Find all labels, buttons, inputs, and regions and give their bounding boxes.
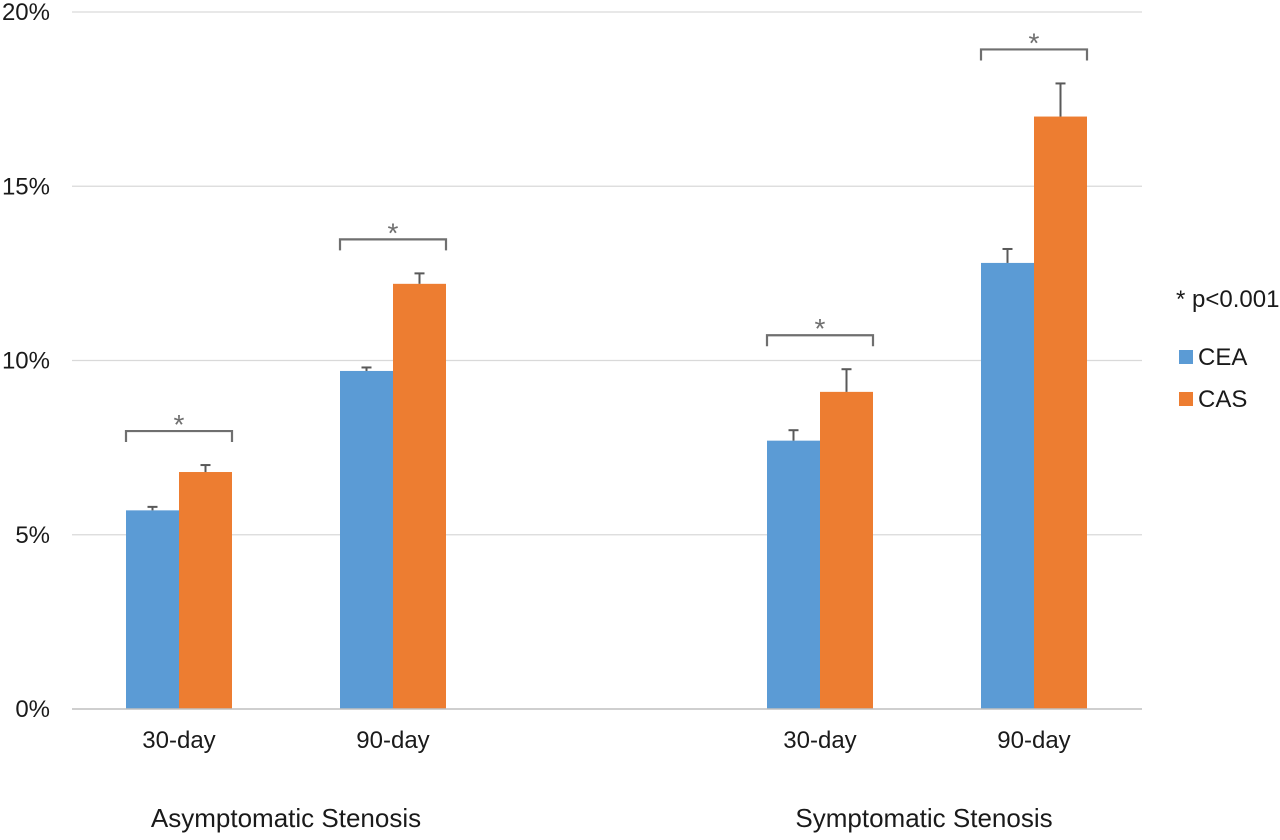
- bar-cas-2: [820, 391, 873, 709]
- legend-significance-note: * p<0.001: [1176, 286, 1279, 313]
- significance-bracket: [765, 334, 875, 347]
- bar-cas-3: [1034, 116, 1087, 710]
- legend: * p<0.001 CEA CAS: [1176, 286, 1279, 413]
- significance-star: *: [815, 313, 826, 344]
- legend-label-cea: CEA: [1198, 344, 1247, 371]
- bar-cas-0: [179, 472, 232, 709]
- axis-labels: 0% 5% 10% 15% 20% 30-day 90-day 30-day 90-day Asy…: [2, 0, 1071, 833]
- legend-swatch-cea: [1179, 350, 1193, 364]
- significance-star: *: [174, 409, 185, 440]
- bar-cea-3: [981, 262, 1034, 709]
- significance-brackets: * * * *: [124, 27, 1089, 443]
- bars: [126, 116, 1087, 710]
- x-category-label: 30-day: [783, 727, 856, 754]
- y-tick-label: 10%: [2, 348, 50, 375]
- significance-bracket: [979, 48, 1089, 61]
- x-category-label: 30-day: [142, 727, 215, 754]
- legend-swatch-cas: [1179, 392, 1193, 406]
- significance-star: *: [388, 217, 399, 248]
- bar-cas-1: [393, 283, 446, 709]
- bar-cea-0: [126, 510, 179, 709]
- error-bars: [147, 82, 1066, 511]
- y-tick-label: 0%: [15, 696, 50, 723]
- x-category-label: 90-day: [997, 727, 1070, 754]
- y-tick-label: 20%: [2, 0, 50, 26]
- y-tick-label: 5%: [15, 522, 50, 549]
- group-label: Symptomatic Stenosis: [795, 803, 1052, 833]
- grid-lines: [72, 11, 1142, 536]
- group-label: Asymptomatic Stenosis: [151, 803, 421, 833]
- bar-cea-1: [340, 370, 393, 709]
- legend-label-cas: CAS: [1198, 386, 1247, 413]
- y-tick-label: 15%: [2, 173, 50, 200]
- x-category-label: 90-day: [356, 727, 429, 754]
- bar-cea-2: [767, 440, 820, 709]
- significance-bracket: [124, 429, 234, 443]
- significance-bracket: [338, 238, 448, 251]
- significance-star: *: [1029, 27, 1040, 58]
